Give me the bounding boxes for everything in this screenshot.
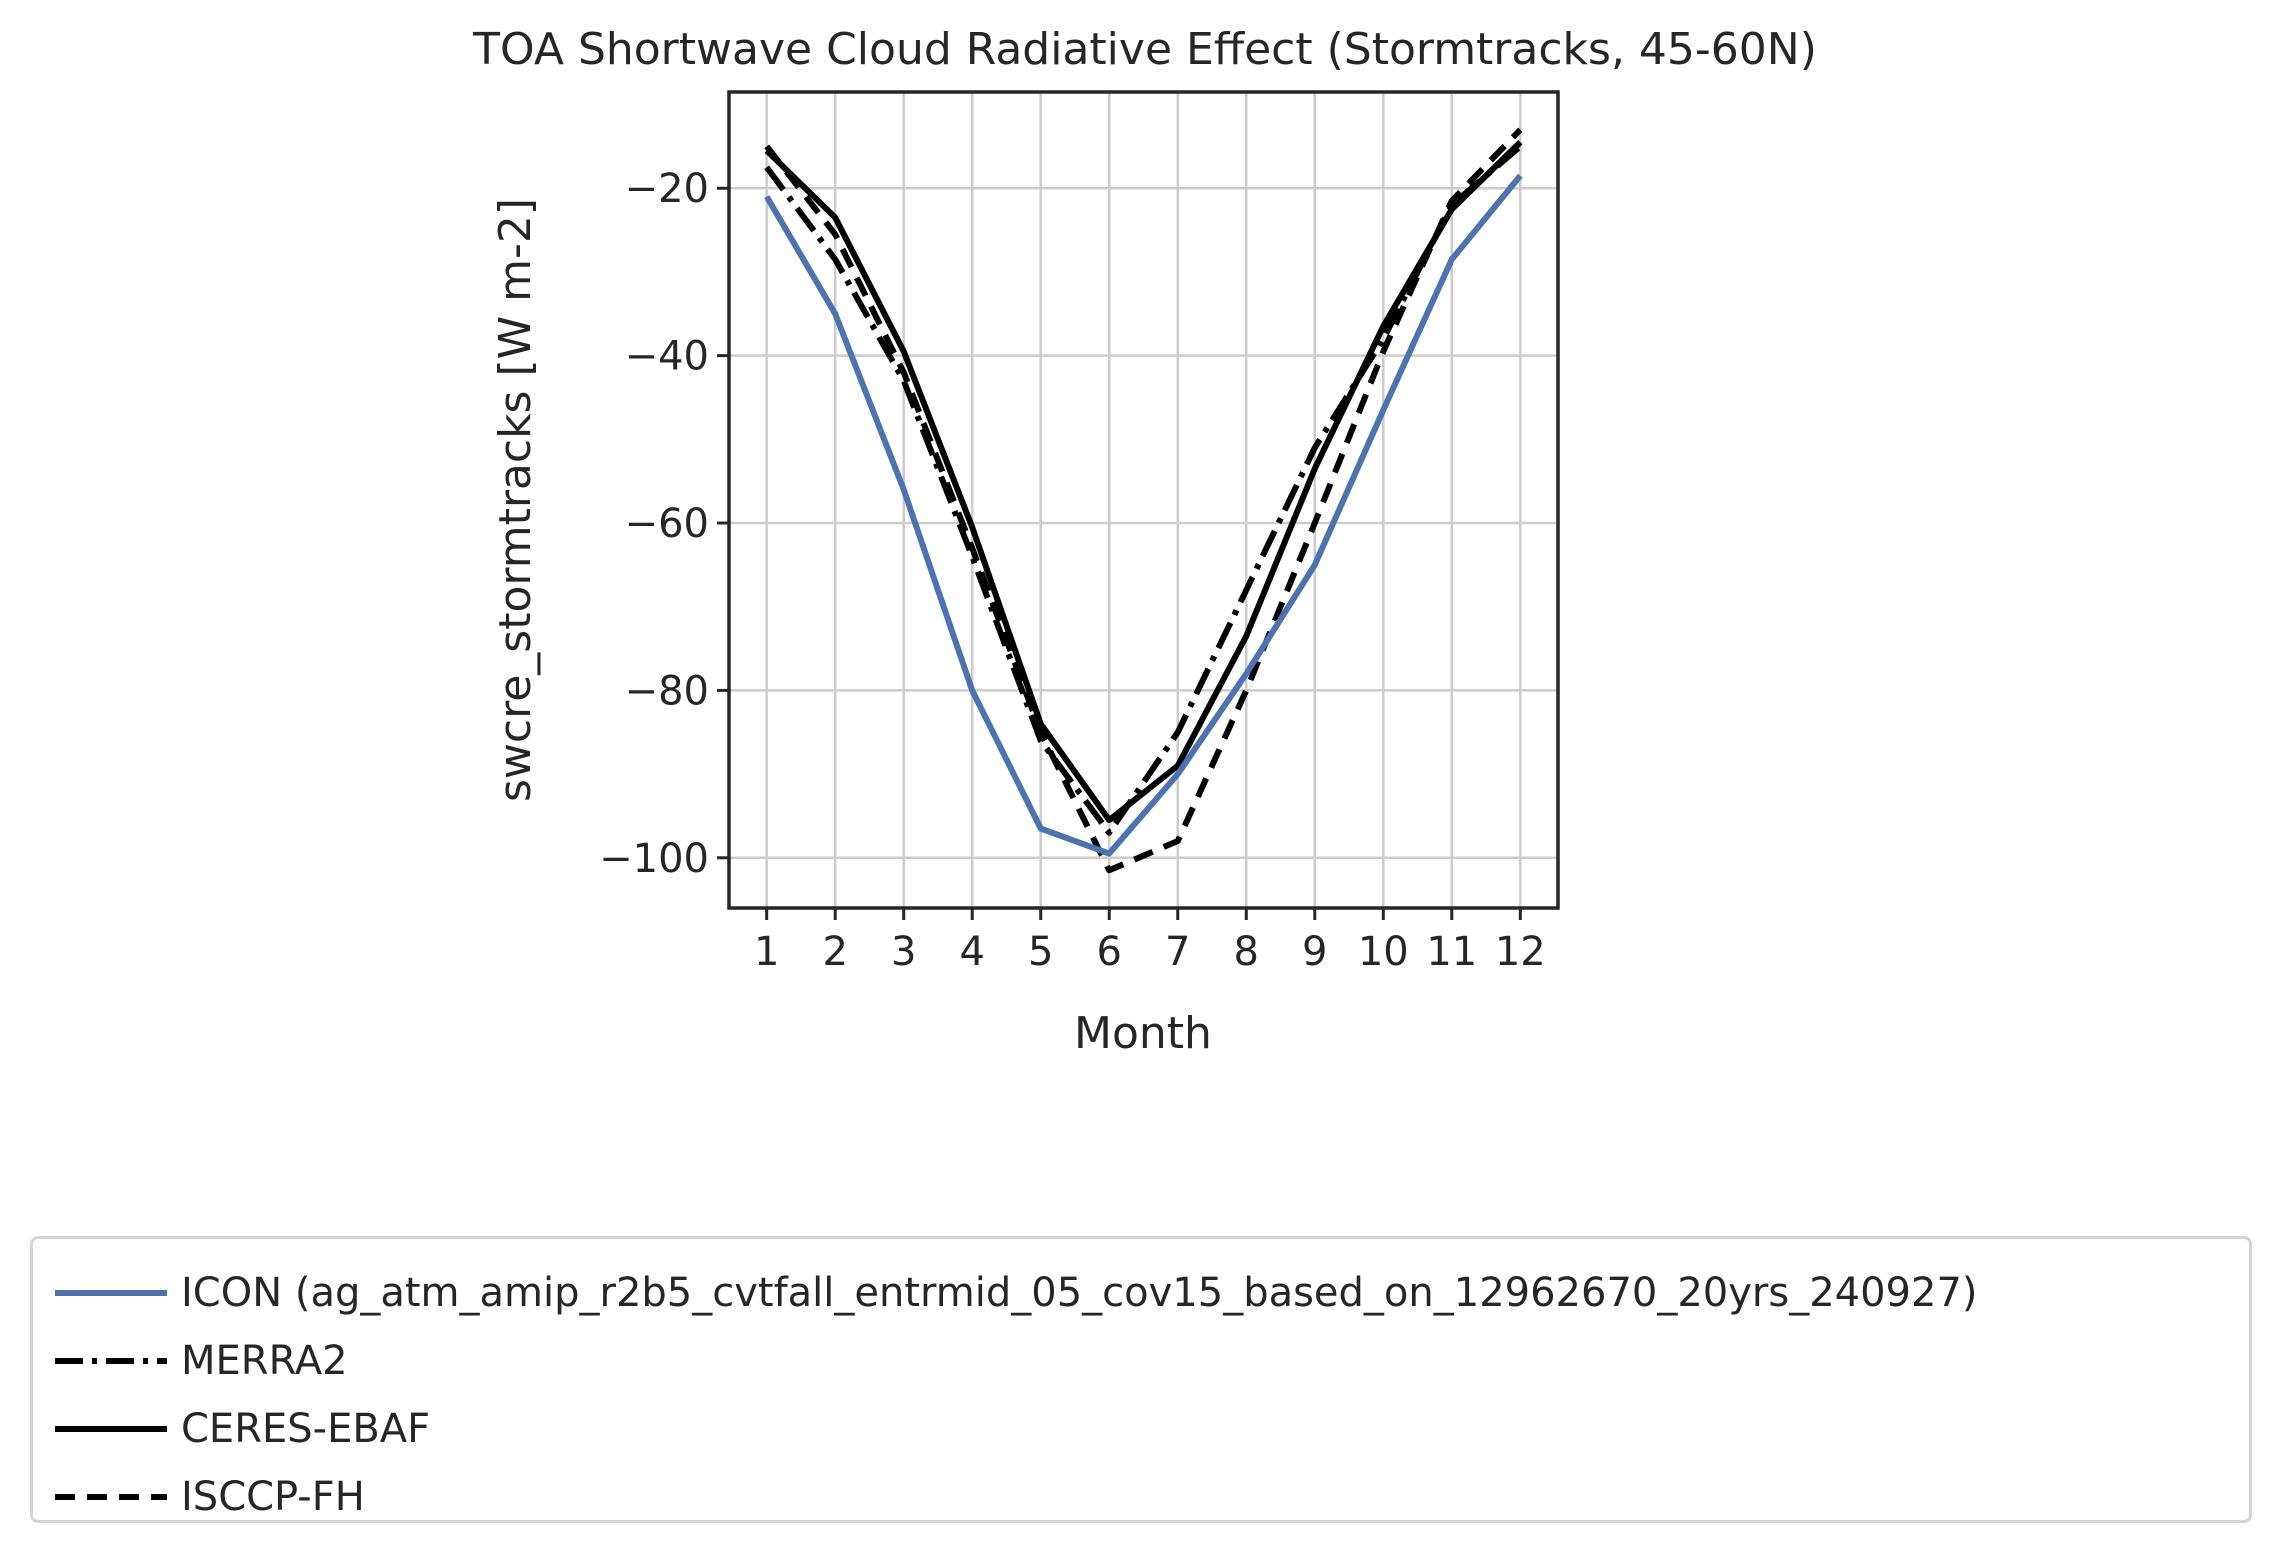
- x-tick-label: 12: [1495, 929, 1546, 975]
- legend: ICON (ag_atm_amip_r2b5_cvtfall_entrmid_0…: [30, 1236, 2252, 1523]
- y-tick-label: −20: [625, 166, 709, 212]
- y-tick-label: −80: [625, 668, 709, 714]
- y-axis-label: swcre_stormtracks [W m-2]: [490, 198, 541, 802]
- series-lines: [764, 127, 1523, 874]
- legend-label: CERES-EBAF: [181, 1406, 431, 1452]
- x-tick-label: 2: [822, 929, 847, 975]
- x-tick-label: 9: [1302, 929, 1327, 975]
- legend-item-icon: ICON (ag_atm_amip_r2b5_cvtfall_entrmid_0…: [33, 1259, 2249, 1327]
- x-tick-label: 11: [1426, 929, 1477, 975]
- y-tick-label: −100: [599, 836, 709, 882]
- x-tick-label: 6: [1097, 929, 1122, 975]
- legend-item-ceres-ebaf: CERES-EBAF: [33, 1395, 2249, 1463]
- x-tick-label: 7: [1165, 929, 1190, 975]
- x-axis-label: Month: [1074, 1008, 1212, 1059]
- chart-title: TOA Shortwave Cloud Radiative Effect (St…: [472, 24, 1817, 75]
- x-ticks: 1 2 3 4 5 6 7 8 9 10 11 12: [754, 908, 1546, 975]
- legend-label: MERRA2: [181, 1338, 348, 1384]
- x-tick-label: 4: [959, 929, 984, 975]
- y-tick-label: −60: [625, 501, 709, 547]
- x-tick-label: 1: [754, 929, 779, 975]
- series-line-ceres-ebaf: [764, 140, 1523, 824]
- x-tick-label: 5: [1028, 929, 1053, 975]
- series-line-icon: [764, 173, 1523, 857]
- legend-item-isccp-fh: ISCCP-FH: [33, 1463, 2249, 1531]
- series-line-isccp-fh: [764, 127, 1523, 874]
- x-tick-label: 3: [891, 929, 916, 975]
- series-line-merra2: [764, 144, 1523, 836]
- grid: [729, 92, 1558, 908]
- legend-label: ICON (ag_atm_amip_r2b5_cvtfall_entrmid_0…: [181, 1270, 1978, 1316]
- y-ticks: −20 −40 −60 −80 −100: [599, 166, 729, 882]
- legend-label: ISCCP-FH: [181, 1474, 365, 1520]
- plot-frame: [727, 90, 1560, 910]
- y-tick-label: −40: [625, 334, 709, 380]
- legend-item-merra2: MERRA2: [33, 1327, 2249, 1395]
- x-tick-label: 10: [1358, 929, 1409, 975]
- x-tick-label: 8: [1234, 929, 1259, 975]
